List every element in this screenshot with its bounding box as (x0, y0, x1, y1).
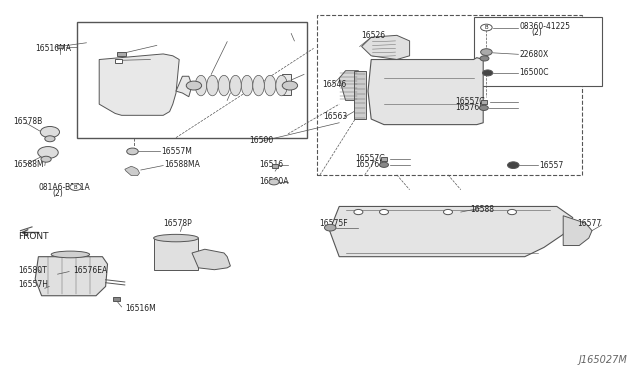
Bar (115, 60, 122, 64)
Circle shape (41, 156, 51, 162)
Circle shape (186, 81, 202, 90)
Polygon shape (330, 206, 573, 257)
Text: 16526: 16526 (362, 31, 386, 40)
Text: 16578B: 16578B (13, 117, 42, 126)
Text: B: B (74, 185, 77, 190)
Circle shape (127, 148, 138, 155)
Circle shape (479, 105, 488, 110)
Text: (2): (2) (52, 189, 63, 198)
Polygon shape (192, 249, 230, 270)
Text: 16500: 16500 (250, 137, 274, 145)
Circle shape (354, 209, 363, 215)
Text: 16500C: 16500C (520, 68, 549, 77)
Circle shape (70, 184, 81, 190)
Circle shape (324, 224, 336, 231)
Text: 16516: 16516 (259, 160, 284, 169)
Circle shape (481, 49, 492, 55)
Ellipse shape (264, 75, 276, 96)
Text: 16580T: 16580T (18, 266, 47, 275)
Text: 16575F: 16575F (319, 219, 348, 228)
Text: (2): (2) (531, 28, 542, 37)
Circle shape (269, 179, 279, 185)
Text: 16557G: 16557G (355, 154, 385, 163)
Polygon shape (362, 35, 410, 60)
Text: 16546: 16546 (322, 80, 346, 89)
Text: 16516M: 16516M (125, 304, 156, 313)
Circle shape (480, 56, 489, 61)
Text: 16500A: 16500A (259, 177, 289, 186)
Text: 08360-41225: 08360-41225 (520, 22, 571, 31)
Circle shape (282, 81, 298, 90)
Ellipse shape (230, 75, 241, 96)
Circle shape (508, 162, 519, 169)
Text: 16516MA: 16516MA (35, 44, 71, 53)
Bar (317, 15, 582, 175)
Text: 16578P: 16578P (163, 219, 192, 228)
Bar (113, 297, 120, 301)
Polygon shape (125, 166, 140, 176)
Ellipse shape (218, 75, 230, 96)
Text: 16557G: 16557G (456, 97, 486, 106)
Ellipse shape (241, 75, 253, 96)
Ellipse shape (195, 75, 207, 96)
Polygon shape (35, 257, 108, 296)
Circle shape (444, 209, 452, 215)
Text: 16576E: 16576E (456, 103, 484, 112)
Text: 16557M: 16557M (161, 147, 192, 156)
Polygon shape (99, 54, 179, 115)
Text: 16576EA: 16576EA (74, 266, 108, 275)
Text: 16557H: 16557H (18, 280, 48, 289)
Circle shape (483, 70, 493, 76)
Text: 16557: 16557 (539, 161, 563, 170)
Ellipse shape (276, 75, 287, 96)
Bar (272, 164, 278, 168)
Polygon shape (154, 238, 198, 270)
Polygon shape (368, 58, 483, 125)
Polygon shape (176, 76, 192, 97)
Text: 16588M: 16588M (13, 160, 44, 169)
Text: 081A6-B161A: 081A6-B161A (38, 183, 90, 192)
Bar (57, 45, 63, 48)
Ellipse shape (51, 251, 90, 258)
Polygon shape (282, 74, 291, 95)
Circle shape (508, 209, 516, 215)
Polygon shape (354, 71, 366, 119)
Text: 22680X: 22680X (520, 50, 549, 59)
Ellipse shape (207, 75, 218, 96)
Circle shape (45, 136, 55, 142)
Text: B: B (484, 25, 488, 30)
Text: J165027M: J165027M (579, 355, 627, 365)
Polygon shape (563, 216, 592, 246)
Text: 16563: 16563 (323, 112, 348, 121)
Text: FRONT: FRONT (18, 232, 49, 241)
Text: 16576E: 16576E (355, 160, 384, 169)
Ellipse shape (154, 234, 198, 242)
Bar (381, 157, 387, 161)
Bar (481, 100, 487, 104)
Circle shape (380, 209, 388, 215)
Bar (474, 17, 602, 86)
Circle shape (38, 147, 58, 158)
Ellipse shape (253, 75, 264, 96)
Polygon shape (339, 71, 358, 100)
Text: 16588MA: 16588MA (164, 160, 200, 169)
Text: 16588: 16588 (470, 205, 494, 214)
Circle shape (481, 24, 492, 31)
Bar (118, 52, 125, 57)
Bar (77, 22, 307, 138)
Text: 16577: 16577 (577, 219, 602, 228)
Circle shape (380, 162, 388, 167)
Circle shape (40, 126, 60, 138)
